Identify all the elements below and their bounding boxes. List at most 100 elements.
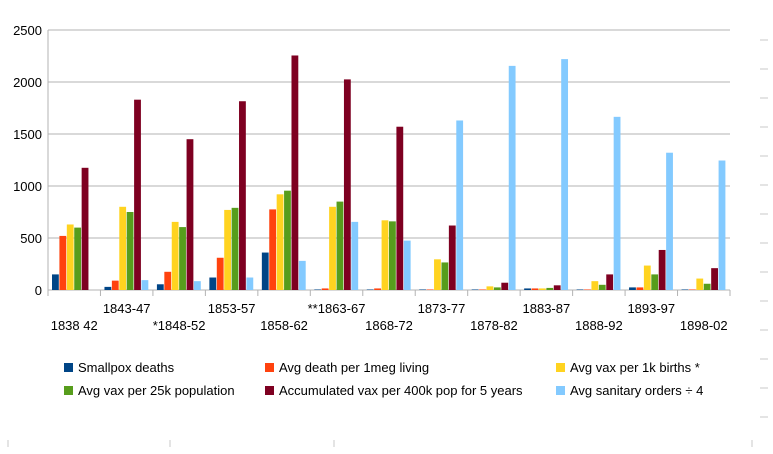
bar [269,209,277,290]
bar [141,280,149,290]
bar [389,221,396,290]
bar [524,288,531,290]
bar [119,206,127,290]
x-tick-label: 1883-87 [523,301,571,316]
x-tick-label: 1878-82 [470,318,518,333]
bar [658,249,666,290]
bar [216,257,224,290]
bar [74,227,82,290]
x-tick-label: 1888-92 [575,318,623,333]
bar [396,126,404,290]
bar [636,287,644,290]
bar [486,286,494,290]
bar [696,278,704,290]
bar [231,207,239,290]
x-tick-label: 1873-77 [418,301,466,316]
bar [441,262,449,290]
bar [591,281,599,290]
bar [366,289,374,290]
bar [381,220,389,290]
bar [156,284,164,290]
legend-label: Accumulated vax per 400k pop for 5 years [279,383,523,398]
bar [561,59,569,291]
x-tick-label: **1863-67 [308,301,366,316]
bar [651,274,659,290]
bar [688,289,696,290]
bar [329,206,336,290]
legend-swatch [265,386,274,395]
bar [343,79,351,291]
bar [606,274,614,290]
bar [426,289,434,290]
bar [403,240,411,290]
x-tick-label: 1868-72 [365,318,413,333]
bar [276,194,284,290]
bar [291,55,299,291]
bar [171,221,179,290]
x-tick-label: 1858-62 [260,318,308,333]
bar [479,289,486,290]
bar [284,190,291,290]
legend-swatch [556,386,565,395]
bar [711,268,718,290]
legend-label: Avg death per 1meg living [279,360,429,375]
bar [493,287,501,290]
bar [546,287,554,290]
legend-label: Avg vax per 1k births * [570,360,700,375]
bar [598,284,606,290]
y-tick-label: 0 [35,283,42,298]
bar [434,259,441,290]
bar [209,277,217,290]
legend-swatch [265,363,274,372]
bar [448,225,456,290]
y-tick-label: 500 [20,231,42,246]
bar [553,285,561,290]
bar [531,288,539,290]
bar [52,274,59,290]
bar [239,101,246,291]
bar [126,212,134,290]
bar [703,283,711,290]
bar [336,201,344,290]
legend-label: Avg sanitary orders ÷ 4 [570,383,703,398]
x-tick-label: 1853-57 [208,301,256,316]
bar [584,289,591,290]
x-tick-label: 1893-97 [627,301,675,316]
bar [629,287,636,290]
bar [314,289,322,290]
bar [179,227,186,290]
bar [681,289,689,290]
legend-swatch [64,386,73,395]
bar [104,286,112,290]
bar [374,288,381,290]
x-tick-label: 1898-02 [680,318,728,333]
bar [321,288,329,290]
bar [298,260,306,290]
bar [613,116,621,290]
bar [164,271,172,290]
bar [246,277,254,290]
bar [59,235,67,290]
y-tick-label: 1500 [13,127,42,142]
bar [501,282,509,290]
bar [134,99,141,291]
x-tick-label: *1848-52 [153,318,206,333]
bar [666,152,673,290]
bar [66,224,74,290]
legend-label: Smallpox deaths [78,360,175,375]
legend-swatch [556,363,565,372]
legend-label: Avg vax per 25k population [78,383,235,398]
bar [718,160,726,290]
x-tick-label: 1838 42 [51,318,98,333]
bar [81,167,89,290]
bar [508,65,516,290]
bar [538,288,546,290]
bar [224,209,232,290]
y-tick-label: 2000 [13,75,42,90]
bar [471,289,479,290]
x-tick-label: 1843-47 [103,301,151,316]
bar [261,252,269,290]
bar [456,120,464,290]
